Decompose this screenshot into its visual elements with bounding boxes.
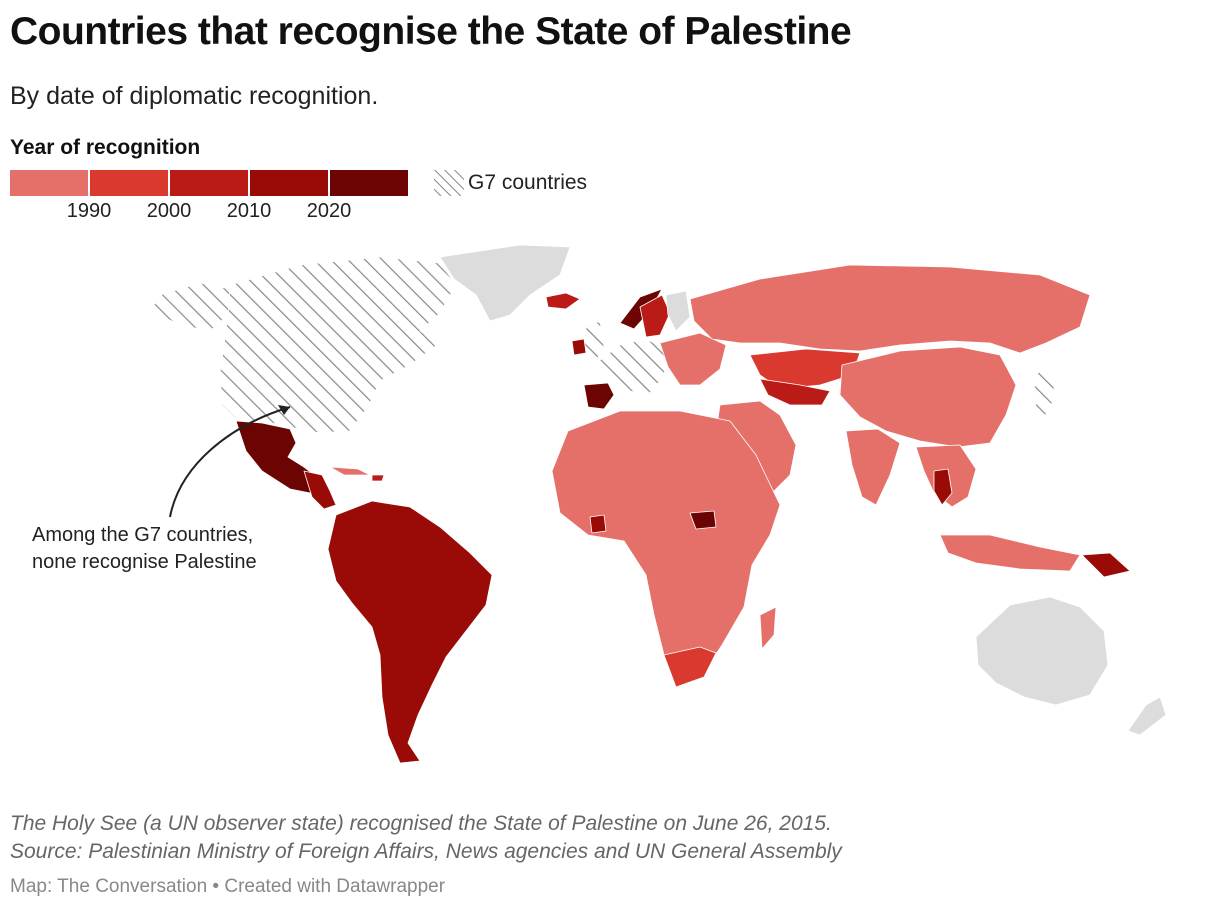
- papua-new-guinea: [1081, 552, 1131, 578]
- central-america: [303, 470, 337, 510]
- footnote-line-1: The Holy See (a UN observer state) recog…: [10, 812, 832, 835]
- india: [845, 428, 901, 506]
- g7-legend: G7 countries: [434, 170, 587, 196]
- annotation-line-1: Among the G7 countries,: [32, 524, 254, 546]
- central-asia: [759, 378, 831, 406]
- ireland: [571, 338, 587, 356]
- eastern-europe: [659, 332, 727, 386]
- hatch-swatch-icon: [434, 170, 464, 196]
- new-zealand: [1127, 696, 1167, 736]
- annotation-arrow: [169, 406, 291, 518]
- russia: [689, 264, 1091, 354]
- sweden: [639, 294, 671, 338]
- north-america-g7: [219, 256, 457, 434]
- japan: [1033, 366, 1057, 416]
- madagascar: [759, 606, 777, 650]
- south-america: [327, 500, 493, 764]
- thailand: [933, 468, 953, 506]
- chart-subtitle: By date of diplomatic recognition.: [10, 82, 379, 110]
- uk: [583, 320, 605, 362]
- legend-swatch-4: [250, 170, 328, 196]
- africa: [551, 410, 781, 688]
- east-asia: [839, 346, 1017, 448]
- legend-swatch-5: [330, 170, 408, 196]
- south-sudan: [689, 510, 717, 530]
- world-map: [149, 244, 1167, 764]
- caribbean: [329, 466, 371, 476]
- spain: [583, 382, 615, 410]
- finland: [665, 290, 691, 332]
- legend-title: Year of recognition: [10, 136, 201, 159]
- legend-swatch-1: [10, 170, 88, 196]
- hispaniola: [371, 474, 385, 482]
- iceland: [545, 292, 581, 310]
- footnote: The Holy See (a UN observer state) recog…: [10, 810, 842, 866]
- legend-tick-1990: 1990: [66, 200, 112, 222]
- chart-title: Countries that recognise the State of Pa…: [10, 10, 852, 53]
- legend-tick-2020: 2020: [306, 200, 352, 222]
- color-legend: [10, 170, 408, 196]
- g7-legend-label: G7 countries: [468, 171, 588, 194]
- cote-divoire: [589, 514, 607, 534]
- annotation-line-2: none recognise Palestine: [32, 551, 257, 573]
- greenland: [439, 244, 571, 322]
- credit-line: Map: The Conversation • Created with Dat…: [10, 876, 446, 897]
- legend-swatch-3: [170, 170, 248, 196]
- footnote-line-2: Source: Palestinian Ministry of Foreign …: [10, 840, 842, 863]
- g7-annotation: Among the G7 countries, none recognise P…: [32, 522, 257, 576]
- arrowhead-icon: [278, 405, 290, 415]
- australia: [975, 596, 1109, 706]
- legend-swatch-2: [90, 170, 168, 196]
- legend-tick-2000: 2000: [146, 200, 192, 222]
- indonesia: [939, 534, 1081, 572]
- kazakhstan: [749, 348, 861, 390]
- legend-tick-2010: 2010: [226, 200, 272, 222]
- south-africa: [663, 646, 717, 688]
- western-europe-g7: [595, 338, 669, 396]
- alaska: [149, 282, 231, 332]
